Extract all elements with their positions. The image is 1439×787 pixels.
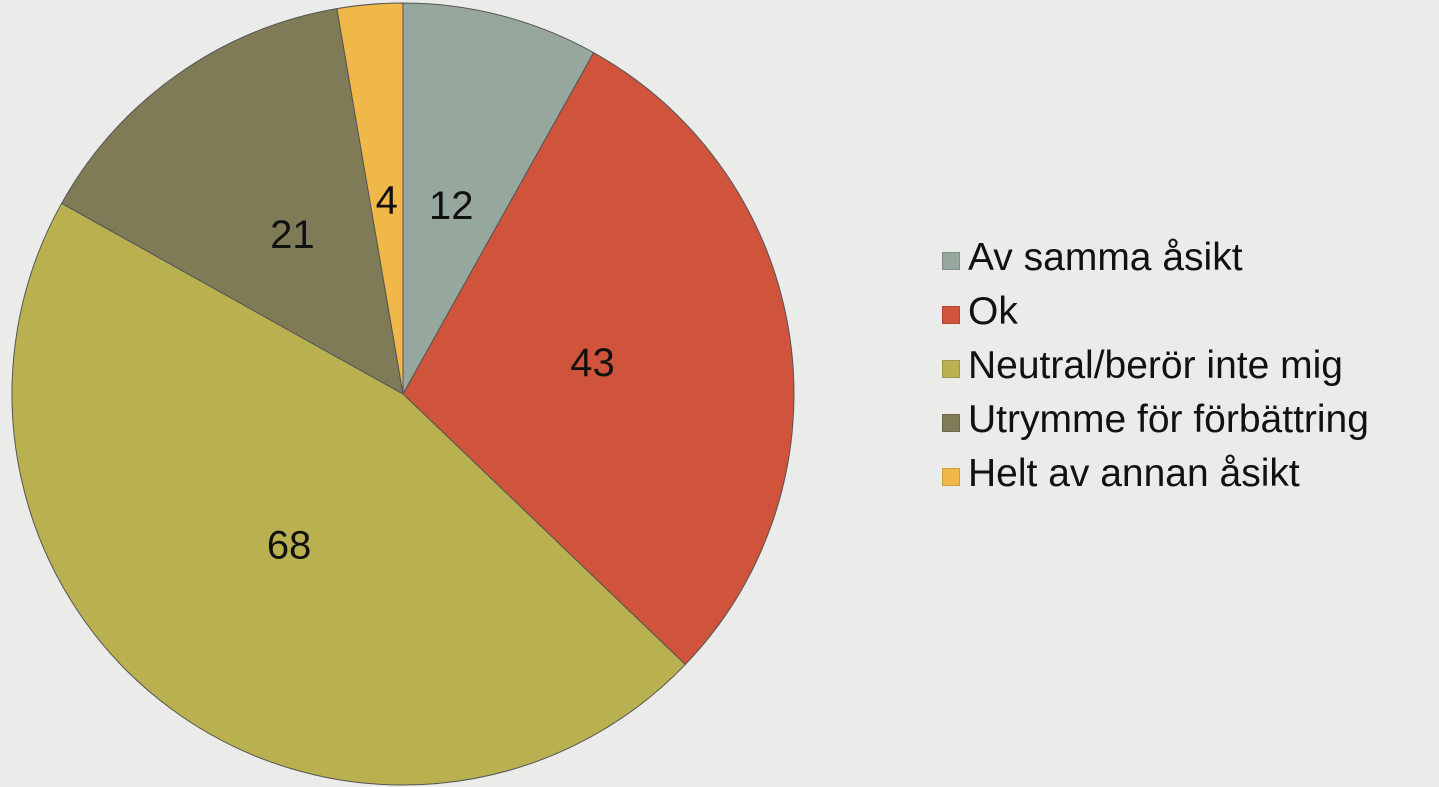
legend-item: Helt av annan åsikt	[940, 454, 1380, 493]
legend-swatch	[942, 468, 960, 486]
legend-label: Helt av annan åsikt	[968, 452, 1300, 495]
legend-label: Av samma åsikt	[968, 236, 1243, 279]
legend-label: Ok	[968, 290, 1018, 333]
legend-swatch	[942, 252, 960, 270]
data-label: 68	[267, 524, 312, 568]
legend-item: Neutral/berör inte mig	[940, 346, 1380, 385]
pie-slice	[60, 8, 404, 395]
legend-item: Av samma åsikt	[940, 238, 1380, 277]
pie-slice	[336, 2, 404, 395]
legend-item: Ok	[940, 292, 1380, 331]
data-label: 12	[429, 184, 474, 228]
data-label: 4	[376, 179, 398, 223]
legend-item: Utrymme för förbättring	[940, 400, 1380, 439]
pie-slice	[11, 202, 686, 786]
legend-swatch	[942, 360, 960, 378]
data-label: 21	[270, 213, 315, 257]
data-label: 43	[570, 341, 615, 385]
legend-label: Neutral/berör inte mig	[968, 344, 1343, 387]
legend: Av samma åsikt Ok Neutral/berör inte mig Ut…	[940, 238, 1380, 510]
pie-slice	[402, 2, 595, 396]
legend-swatch	[942, 414, 960, 432]
pie-slice	[402, 51, 795, 666]
legend-swatch	[942, 306, 960, 324]
legend-label: Utrymme för förbättring	[968, 398, 1369, 441]
